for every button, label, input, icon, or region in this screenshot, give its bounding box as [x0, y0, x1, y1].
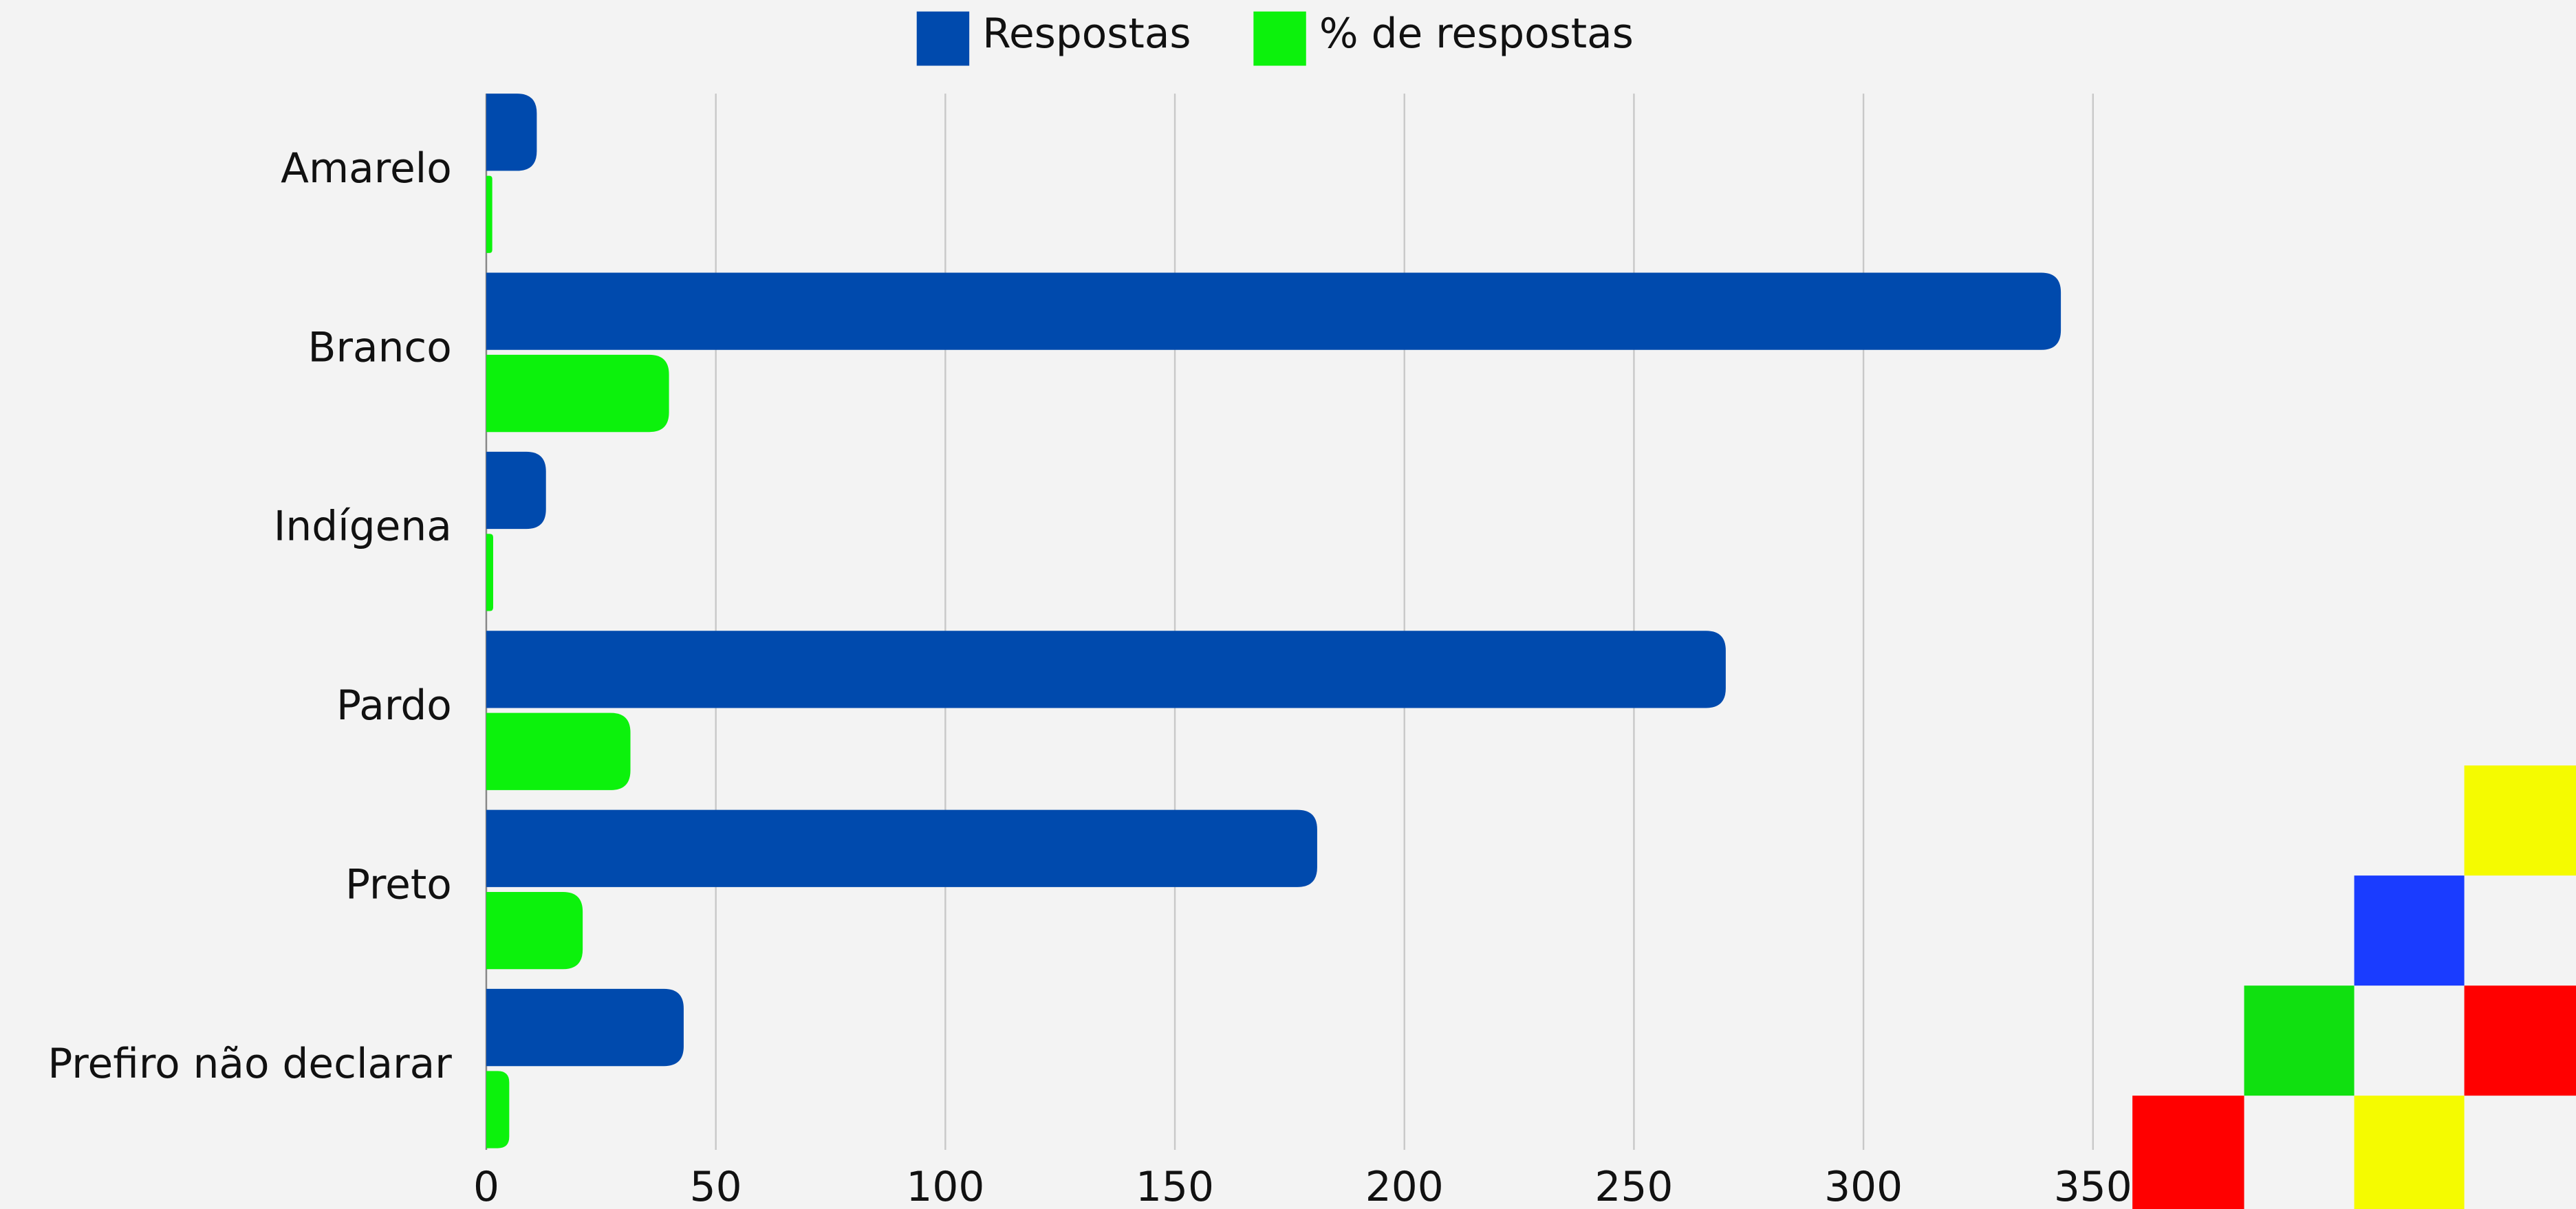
deco-square [2354, 875, 2465, 986]
bar [486, 451, 546, 530]
legend-label: % de respostas [1319, 10, 1634, 58]
bar [486, 272, 2061, 350]
deco-square [2244, 985, 2355, 1096]
x-tick-label: 100 [906, 1164, 984, 1209]
bar [486, 631, 1726, 708]
bar [486, 175, 493, 253]
legend-swatch [1253, 11, 1306, 66]
y-tick-label: Indígena [274, 503, 452, 551]
bar [486, 988, 684, 1067]
y-tick-label: Prefiro não declarar [47, 1041, 452, 1088]
legend-label: Respostas [982, 10, 1191, 58]
deco-square [2464, 985, 2576, 1096]
bar [486, 94, 537, 171]
deco-square [2132, 1096, 2244, 1209]
bar [486, 354, 669, 433]
x-tick-label: 200 [1365, 1164, 1444, 1209]
bar [486, 1071, 510, 1148]
legend-swatch [916, 11, 970, 66]
y-tick-label: Branco [308, 324, 452, 371]
deco-square [2354, 1096, 2465, 1209]
x-tick-label: 0 [473, 1164, 499, 1209]
x-tick-label: 300 [1824, 1164, 1903, 1209]
bar [486, 809, 1317, 887]
deco-square [2464, 765, 2576, 876]
bar [486, 534, 493, 611]
x-tick-label: 250 [1594, 1164, 1673, 1209]
y-tick-label: Amarelo [281, 145, 452, 193]
bar [486, 892, 583, 970]
x-tick-label: 150 [1136, 1164, 1214, 1209]
x-tick-label: 50 [690, 1164, 742, 1209]
y-tick-label: Pardo [336, 682, 452, 730]
bar [486, 712, 631, 790]
y-tick-label: Preto [345, 861, 452, 908]
decoration [2132, 765, 2576, 1209]
x-tick-label: 350 [2054, 1164, 2132, 1209]
